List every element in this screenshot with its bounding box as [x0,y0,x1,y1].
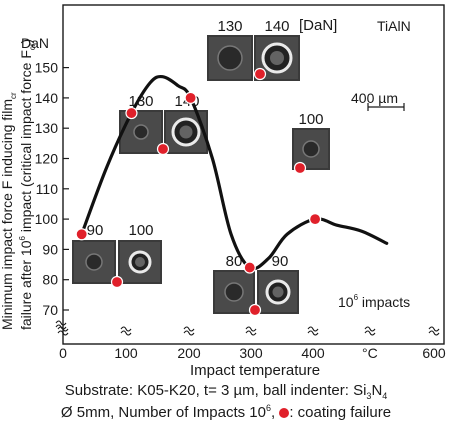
chart: 70 80 90 100 110 120 130 140 150 0 100 200 300 400 60… [0,4,446,379]
caption-line-1: Substrate: K05-K20, t= 3 µm, ball indent… [64,382,388,401]
micrograph-label: 80 [226,253,243,270]
micrograph-label: 100 [128,222,153,239]
x-tick-label: 200 [177,345,201,361]
micrograph-label: 90 [272,253,289,270]
micrograph [213,270,255,314]
failure-point [156,142,170,156]
x-break-mark [245,326,257,336]
coating-label: TiAlN [377,18,411,34]
micrograph [118,240,162,284]
failure-point [309,213,322,226]
x-tick-group: 0 100 200 300 400 600 [55,320,446,361]
y-tick-label: 70 [42,302,58,318]
scale-bar-label: 400 µm [351,90,398,106]
y-tick-label: 80 [42,272,58,288]
micrograph-label: 100 [298,111,323,128]
y-tick-label: 110 [36,181,59,197]
x-break-mark [120,326,132,336]
y-break-mark [55,320,67,330]
x-tick-label: 0 [59,345,67,361]
y-unit-label: DaN [21,35,49,51]
x-break-mark [307,326,319,336]
plot-frame [62,4,445,345]
x-unit-label: °C [362,345,378,361]
micrograph [164,110,208,154]
failure-dot-icon [279,408,290,418]
micrograph-group: 901001301401301408090100 [72,18,330,314]
x-break-mark [183,326,195,336]
micrograph [72,240,116,284]
failure-point [184,91,197,105]
x-tick-label: 300 [239,345,263,361]
micrograph [292,128,330,170]
failure-point [293,161,307,175]
failure-point-group [75,67,322,317]
y-tick-label: 140 [35,90,59,106]
x-tick-label: 400 [301,345,325,361]
failure-point [253,67,267,81]
y-tick-label: 130 [35,120,59,136]
y-tick-label: 150 [35,60,59,76]
micrograph [257,270,299,314]
impacts-label: 106 impacts [338,293,410,310]
x-break-mark [428,326,440,336]
bracket-unit-label: [DaN] [299,17,337,34]
caption-line-2: Ø 5mm, Number of Impacts 106, : coating … [60,403,392,421]
x-axis-title: Impact temperature [190,362,320,379]
x-tick-label: 600 [422,345,446,361]
y-tick-label: 100 [35,211,59,227]
y-axis-title: Minimum impact force F inducing filmcr f… [0,39,37,330]
x-tick-label: 100 [114,345,138,361]
micrograph-label: 90 [87,222,104,239]
failure-point [75,228,88,241]
micrograph [119,110,163,154]
failure-point [248,303,262,317]
micrograph [207,35,253,81]
micrograph-label: 140 [264,18,289,35]
y-tick-label: 120 [35,151,59,167]
micrograph-label: 130 [217,18,242,35]
y-tick-group: 70 80 90 100 110 120 130 140 150 [35,60,69,318]
scale-bar: 400 µm [351,90,405,111]
critical-force-curve [80,74,389,271]
x-break-mark [364,326,376,336]
y-tick-label: 90 [42,241,58,257]
y-axis-title-line1: Minimum impact force F inducing filmcr [0,92,18,330]
y-axis-title-line2: failure after 106 impact (critical impac… [18,39,37,330]
failure-point [243,261,256,274]
failure-point [125,106,138,120]
failure-point [110,275,124,289]
